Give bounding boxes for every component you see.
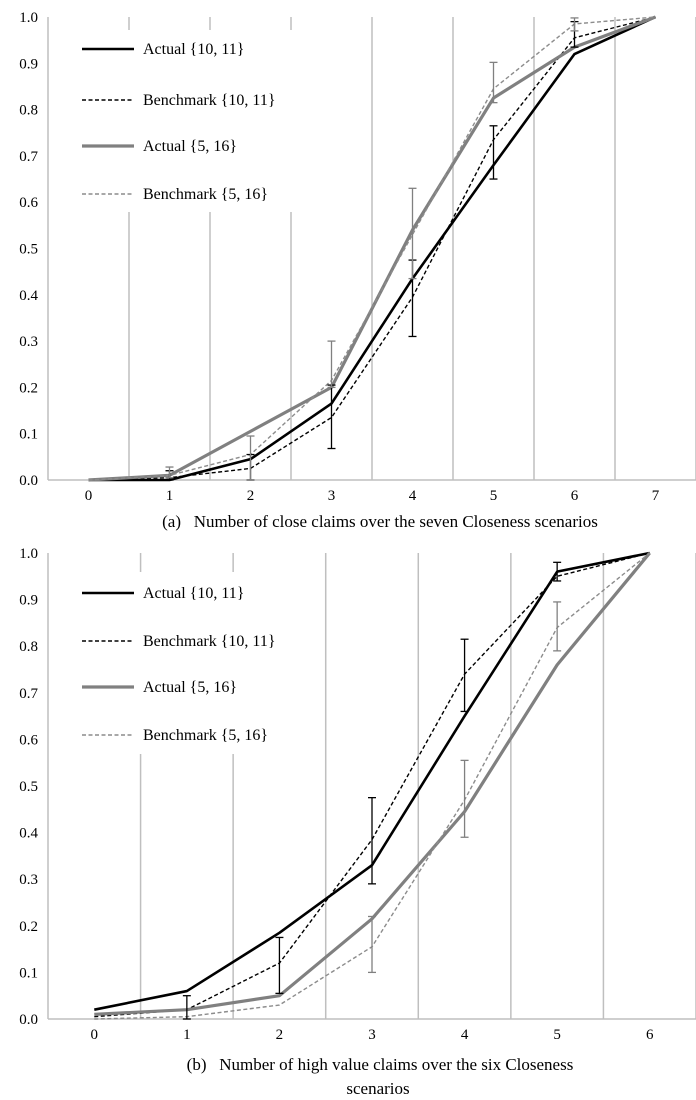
x-tick-label: 6 bbox=[646, 1027, 654, 1043]
y-tick-label: 0.0 bbox=[19, 473, 38, 489]
legend-background bbox=[50, 30, 316, 212]
error-bar bbox=[489, 61, 498, 104]
y-tick-label: 0.7 bbox=[19, 149, 38, 165]
chart-caption: (a) Number of close claims over the seve… bbox=[162, 512, 598, 531]
y-tick-label: 0.9 bbox=[19, 593, 38, 609]
chart-caption-line2: scenarios bbox=[346, 1079, 409, 1098]
legend-label: Actual {10, 11} bbox=[143, 41, 244, 58]
y-tick-label: 0.6 bbox=[19, 195, 38, 211]
x-tick-label: 5 bbox=[490, 488, 498, 504]
legend-label: Benchmark {5, 16} bbox=[143, 186, 268, 203]
error-bar bbox=[460, 759, 469, 838]
error-bar bbox=[489, 125, 498, 180]
chart-close-claims: 0.0 0.1 0.2 0.3 0.4 0.5 0.6 0.7 0.8 0.9 1.0 0 1 2 3 4 5 6… bbox=[19, 10, 696, 531]
legend: Actual {10, 11} Benchmark {10, 11} Actual … bbox=[82, 585, 276, 744]
y-tick-label: 0.8 bbox=[19, 103, 38, 119]
y-tick-label: 1.0 bbox=[19, 546, 38, 562]
x-tick-label: 6 bbox=[571, 488, 579, 504]
y-tick-label: 0.1 bbox=[19, 427, 38, 443]
error-bar bbox=[553, 601, 562, 652]
error-bar bbox=[327, 340, 336, 389]
x-tick-label: 4 bbox=[461, 1027, 469, 1043]
legend-label: Benchmark {10, 11} bbox=[143, 92, 276, 109]
y-tick-label: 0.0 bbox=[19, 1012, 38, 1028]
y-tick-label: 0.5 bbox=[19, 242, 38, 258]
error-bar bbox=[368, 915, 376, 974]
y-tick-label: 0.2 bbox=[19, 380, 38, 396]
y-tick-label: 0.1 bbox=[19, 965, 38, 981]
legend-item: Actual {10, 11} bbox=[82, 585, 244, 602]
legend-background bbox=[50, 572, 316, 754]
y-tick-label: 0.7 bbox=[19, 686, 38, 702]
legend: Actual {10, 11} Benchmark {10, 11} Actual … bbox=[82, 41, 276, 203]
x-tick-label: 0 bbox=[91, 1027, 99, 1043]
chart-high-value-claims: 0.0 0.1 0.2 0.3 0.4 0.5 0.6 0.7 0.8 0.9 1.0 0 1 2 3 4 5 6… bbox=[19, 546, 696, 1098]
y-tick-labels: 0.0 0.1 0.2 0.3 0.4 0.5 0.6 0.7 0.8 0.9 1.0 bbox=[19, 10, 38, 489]
error-bar bbox=[408, 187, 417, 280]
y-tick-label: 0.2 bbox=[19, 919, 38, 935]
series-line-4 bbox=[88, 16, 656, 481]
x-tick-label: 5 bbox=[553, 1027, 561, 1043]
legend-item: Benchmark {10, 11} bbox=[82, 633, 276, 650]
error-bar bbox=[368, 796, 376, 885]
legend-item: Actual {5, 16} bbox=[82, 138, 237, 155]
y-tick-label: 0.4 bbox=[19, 288, 38, 304]
y-tick-label: 0.3 bbox=[19, 872, 38, 888]
y-tick-label: 0.3 bbox=[19, 334, 38, 350]
legend-label: Benchmark {10, 11} bbox=[143, 633, 276, 650]
legend-label: Actual {5, 16} bbox=[143, 679, 237, 696]
y-tick-label: 0.6 bbox=[19, 732, 38, 748]
error-bar bbox=[165, 466, 174, 479]
y-tick-label: 0.8 bbox=[19, 639, 38, 655]
x-tick-labels: 0 1 2 3 4 5 6 bbox=[91, 1027, 654, 1043]
x-tick-label: 2 bbox=[247, 488, 255, 504]
legend-item: Benchmark {5, 16} bbox=[82, 186, 268, 203]
x-tick-label: 3 bbox=[328, 488, 336, 504]
x-tick-label: 1 bbox=[183, 1027, 191, 1043]
legend-item: Actual {5, 16} bbox=[82, 679, 237, 696]
y-tick-labels: 0.0 0.1 0.2 0.3 0.4 0.5 0.6 0.7 0.8 0.9 1.0 bbox=[19, 546, 38, 1028]
legend-item: Benchmark {10, 11} bbox=[82, 92, 276, 109]
x-tick-label: 7 bbox=[652, 488, 660, 504]
error-bar bbox=[460, 638, 469, 713]
error-bar bbox=[553, 561, 562, 582]
y-tick-label: 0.9 bbox=[19, 56, 38, 72]
error-bar bbox=[327, 384, 336, 450]
x-tick-label: 3 bbox=[368, 1027, 376, 1043]
series-line-2 bbox=[88, 16, 656, 481]
y-tick-label: 0.5 bbox=[19, 779, 38, 795]
x-tick-labels: 0 1 2 3 4 5 6 7 bbox=[85, 488, 660, 504]
series-line-3 bbox=[88, 15, 657, 482]
x-tick-label: 4 bbox=[409, 488, 417, 504]
x-tick-label: 2 bbox=[276, 1027, 284, 1043]
error-bar bbox=[182, 995, 191, 1020]
error-bar bbox=[275, 936, 284, 995]
x-tick-label: 0 bbox=[85, 488, 93, 504]
error-bar bbox=[570, 17, 579, 32]
legend-label: Actual {10, 11} bbox=[143, 585, 244, 602]
legend-label: Benchmark {5, 16} bbox=[143, 727, 268, 744]
error-bars bbox=[165, 17, 579, 481]
legend-item: Actual {10, 11} bbox=[82, 41, 244, 58]
y-tick-label: 1.0 bbox=[19, 10, 38, 26]
chart-caption: (b) Number of high value claims over the… bbox=[187, 1055, 574, 1074]
legend-item: Benchmark {5, 16} bbox=[82, 727, 268, 744]
x-tick-label: 1 bbox=[166, 488, 174, 504]
error-bars bbox=[182, 561, 562, 1020]
legend-label: Actual {5, 16} bbox=[143, 138, 237, 155]
error-bar bbox=[246, 435, 255, 481]
y-tick-label: 0.4 bbox=[19, 826, 38, 842]
